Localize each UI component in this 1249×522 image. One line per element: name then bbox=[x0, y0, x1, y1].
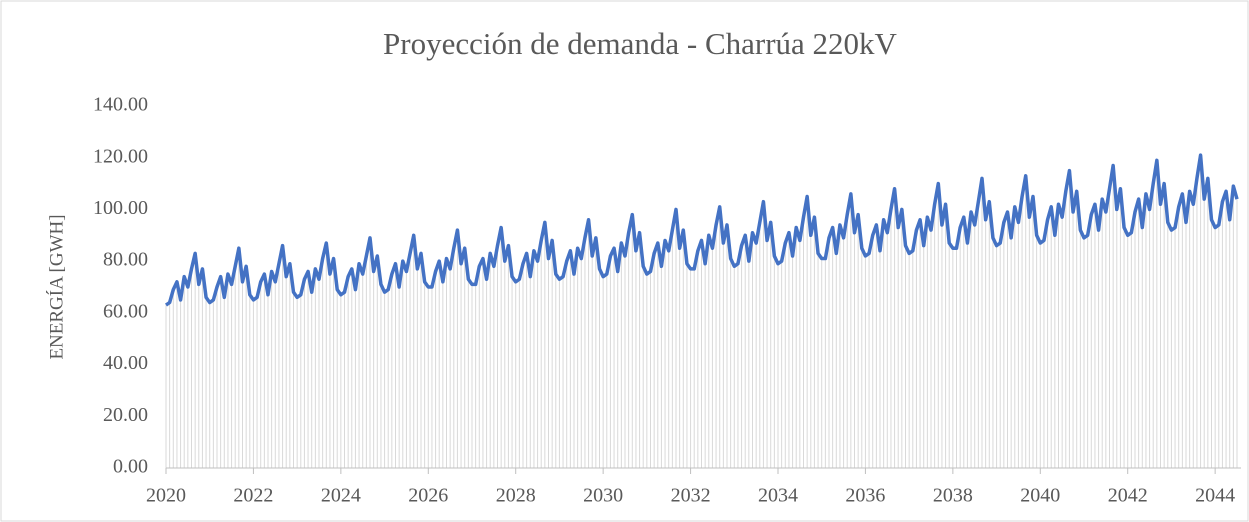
y-axis-label: ENERGÍA [GWH] bbox=[45, 214, 67, 359]
x-tick-label: 2038 bbox=[933, 485, 973, 507]
x-tick-label: 2022 bbox=[233, 485, 273, 507]
x-tick-label: 2032 bbox=[671, 485, 711, 507]
x-tick-label: 2024 bbox=[321, 485, 361, 507]
y-tick-label: 120.00 bbox=[93, 145, 148, 167]
x-tick-label: 2044 bbox=[1195, 485, 1235, 507]
series-line bbox=[164, 153, 1239, 307]
y-tick-label: 40.00 bbox=[103, 352, 148, 374]
x-tick-label: 2034 bbox=[758, 485, 798, 507]
x-tick-label: 2040 bbox=[1020, 485, 1060, 507]
x-tick-label: 2030 bbox=[583, 485, 623, 507]
x-tick-label: 2028 bbox=[496, 485, 536, 507]
y-tick-label: 80.00 bbox=[103, 249, 148, 271]
x-tick-label: 2042 bbox=[1108, 485, 1148, 507]
y-tick-label: 0.00 bbox=[113, 456, 148, 478]
x-tick-label: 2036 bbox=[845, 485, 885, 507]
y-tick-label: 140.00 bbox=[93, 94, 148, 116]
y-tick-label: 20.00 bbox=[103, 404, 148, 426]
x-tick-label: 2020 bbox=[146, 485, 186, 507]
y-tick-label: 100.00 bbox=[93, 197, 148, 219]
chart-title: Proyección de demanda - Charrúa 220kV bbox=[383, 26, 898, 61]
x-tick-label: 2026 bbox=[408, 485, 448, 507]
y-tick-label: 60.00 bbox=[103, 300, 148, 322]
